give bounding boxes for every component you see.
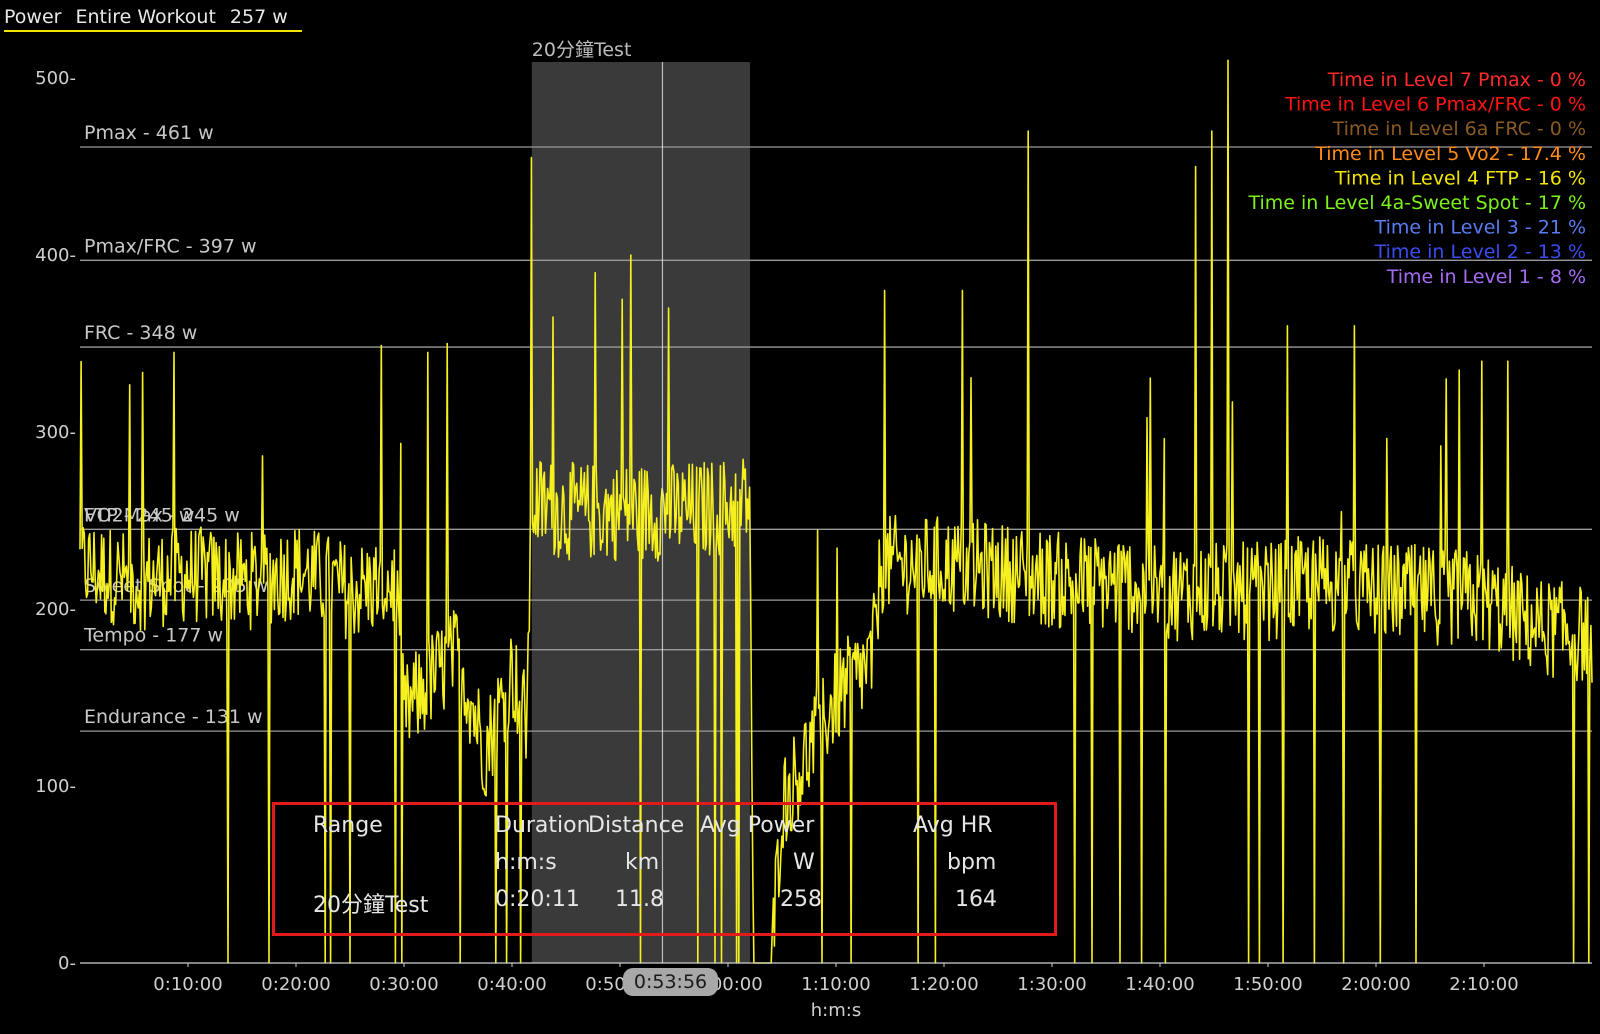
level-legend-item: Time in Level 2 - 13 %: [1374, 241, 1586, 263]
power-series-line: [79, 59, 1593, 964]
row-duration: 0:20:11: [495, 887, 580, 912]
level-legend-item: Time in Level 4 FTP - 16 %: [1334, 167, 1586, 189]
axes: 0- 100- 200- 300- 400- 500- 0:10:00 0:20:00 0:30…: [35, 68, 1592, 1021]
level-legend-item: Time in Level 4a-Sweet Spot - 17 %: [1247, 192, 1586, 214]
x-tick-label: 0:40:00: [477, 974, 546, 995]
level-legend-item: Time in Level 6a FRC - 0 %: [1332, 118, 1586, 140]
unit-distance: km: [625, 850, 660, 875]
zone-label: Tempo - 177 w: [83, 625, 223, 647]
row-avg-hr: 164: [955, 887, 997, 912]
average-label: 257 w: [229, 6, 288, 28]
y-tick-label: 0-: [58, 953, 76, 974]
unit-avg-power: W: [793, 850, 815, 875]
zone-label: Pmax - 461 w: [84, 122, 214, 144]
y-tick-label: 400-: [35, 245, 76, 266]
level-legend-item: Time in Level 7 Pmax - 0 %: [1327, 69, 1586, 91]
metric-label[interactable]: Power: [4, 6, 62, 28]
cursor-time-badge[interactable]: 0:53:56: [623, 968, 718, 996]
row-avg-power: 258: [780, 887, 822, 912]
x-tick-label: 1:50:00: [1233, 974, 1302, 995]
row-distance: 11.8: [615, 887, 664, 912]
unit-avg-hr: bpm: [947, 850, 997, 875]
chart-header: Power Entire Workout 257 w: [4, 6, 302, 32]
y-tick-label: 300-: [35, 422, 76, 443]
level-legend-item: Time in Level 5 Vo2 - 17.4 %: [1314, 143, 1586, 165]
unit-duration: h:m:s: [495, 850, 557, 875]
zone-label: FTP - 245 w: [84, 504, 194, 526]
levels-legend: Time in Level 7 Pmax - 0 % Time in Level …: [1247, 69, 1586, 288]
level-legend-item: Time in Level 1 - 8 %: [1386, 266, 1586, 288]
col-header-avg-hr: Avg HR: [913, 813, 993, 838]
x-tick-label: 1:30:00: [1017, 974, 1086, 995]
x-tick-label: 1:20:00: [909, 974, 978, 995]
x-tick-label: 1:40:00: [1125, 974, 1194, 995]
series-layer: [79, 59, 1593, 964]
zone-label: Endurance - 131 w: [84, 706, 263, 728]
y-tick-label: 500-: [35, 68, 76, 89]
x-axis-title: h:m:s: [811, 1000, 861, 1021]
level-legend-item: Time in Level 6 Pmax/FRC - 0 %: [1284, 94, 1586, 116]
zone-label: VO2Max - 245 w: [84, 504, 240, 526]
x-tick-label: 0:10:00: [153, 974, 222, 995]
zone-label: Pmax/FRC - 397 w: [84, 235, 256, 257]
y-tick-label: 200-: [35, 599, 76, 620]
col-header-avg-power: Avg Power: [700, 813, 815, 838]
range-label[interactable]: Entire Workout: [75, 6, 216, 28]
x-tick-label: 2:00:00: [1341, 974, 1410, 995]
col-header-range: Range: [313, 813, 383, 838]
col-header-distance: Distance: [588, 813, 685, 838]
range-info-table: Range Duration Distance Avg Power Avg HR…: [272, 802, 1057, 936]
col-header-duration: Duration: [495, 813, 591, 838]
x-tick-label: 1:10:00: [801, 974, 870, 995]
x-tick-label: 0:30:00: [369, 974, 438, 995]
y-tick-label: 100-: [35, 776, 76, 797]
x-tick-label: 2:10:00: [1449, 974, 1518, 995]
level-legend-item: Time in Level 3 - 21 %: [1374, 217, 1586, 239]
zone-label: FRC - 348 w: [84, 322, 197, 344]
selection-label: 20分鐘Test: [532, 39, 632, 61]
x-tick-label: 0:20:00: [261, 974, 330, 995]
row-range: 20分鐘Test: [313, 893, 429, 918]
